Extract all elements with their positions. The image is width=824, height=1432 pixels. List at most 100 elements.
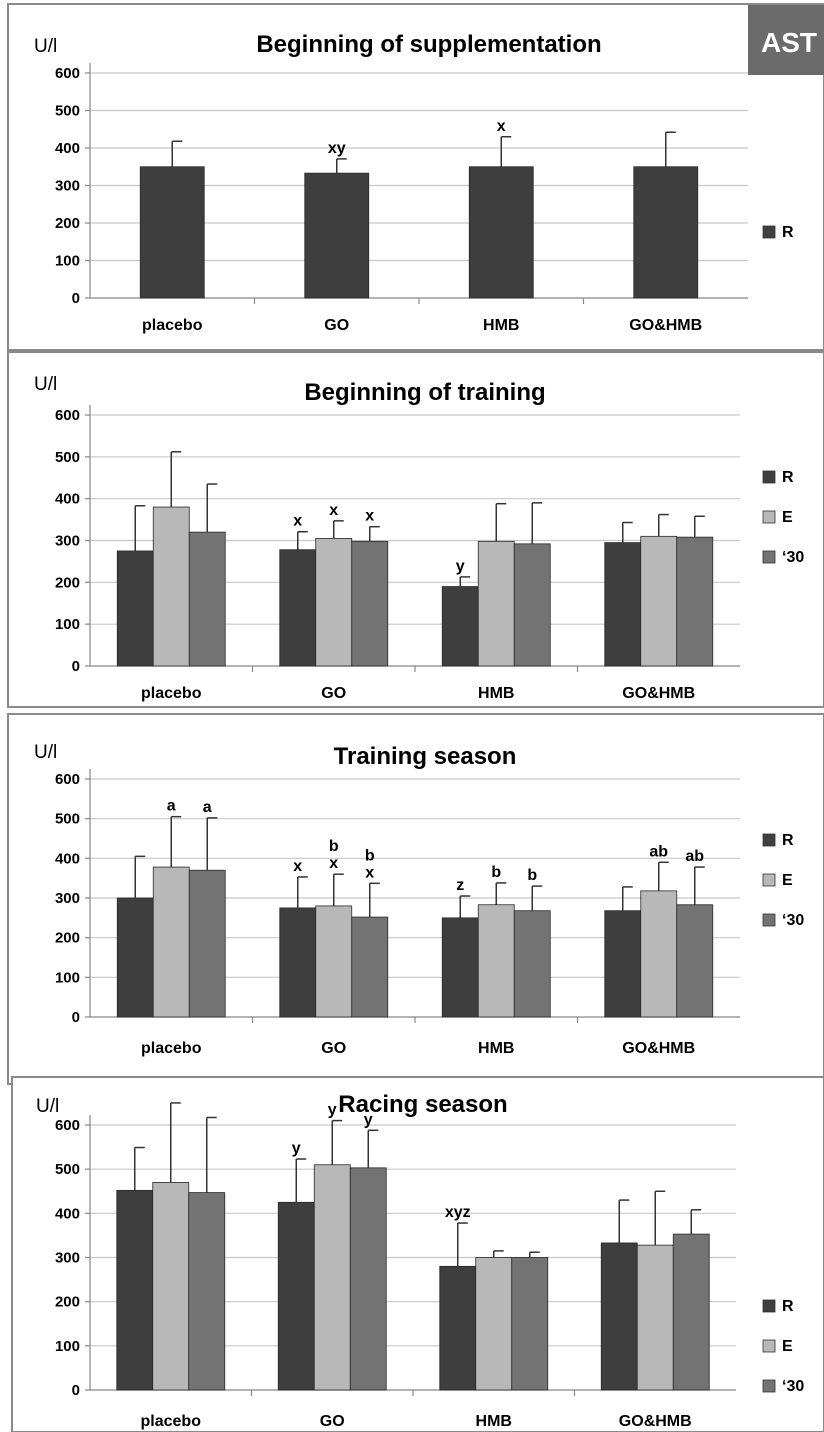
y-tick-label: 600 [55, 771, 80, 788]
y-tick-label: 400 [55, 1205, 80, 1222]
legend-label: R [782, 224, 794, 241]
chart-panel-3: 0 100 200 300 400 500 600 Training season U/l pla… [7, 713, 824, 1085]
x-tick-label: HMB [478, 1040, 514, 1057]
x-tick-label: GO [321, 685, 346, 702]
chart-panel-1: 0 100 200 300 400 500 600 Beginning of suppleme… [7, 3, 824, 351]
bar [315, 538, 353, 667]
legend-swatch [762, 1339, 776, 1353]
bar [672, 1233, 710, 1391]
ast-badge: AST [748, 5, 824, 75]
x-tick-label: GO&HMB [622, 1040, 695, 1057]
x-tick-label: GO [324, 317, 349, 334]
legend-swatch [762, 1299, 776, 1313]
y-tick-label: 200 [55, 1294, 80, 1311]
significance-label: y [364, 1111, 373, 1128]
legend-swatch [762, 873, 776, 887]
significance-label: x [497, 118, 506, 135]
bar [304, 172, 370, 299]
x-tick-label: placebo [141, 685, 202, 702]
y-tick-label: 100 [55, 1338, 80, 1355]
bar [188, 531, 226, 667]
legend-label: ‘30 [782, 549, 804, 566]
x-tick-label: placebo [142, 317, 203, 334]
y-tick-label: 100 [55, 253, 80, 270]
legend-label: ‘30 [782, 912, 804, 929]
significance-label: y [292, 1140, 301, 1157]
significance-label: a [167, 798, 176, 815]
y-tick-label: 100 [55, 969, 80, 986]
y-tick-label: 0 [72, 290, 80, 307]
legend-swatch [762, 913, 776, 927]
significance-label: ab [685, 848, 704, 865]
chart-title: Beginning of training [304, 379, 545, 406]
bar [188, 869, 226, 1018]
y-tick-label: 0 [72, 658, 80, 675]
y-tick-label: 500 [55, 1161, 80, 1178]
bar [277, 1201, 315, 1391]
chart-title: Training season [334, 743, 517, 770]
bar [152, 506, 190, 667]
y-tick-label: 400 [55, 491, 80, 508]
chart-panel-4: 0 100 200 300 400 500 600 Racing season U/l place… [11, 1076, 824, 1432]
significance-label: b [329, 838, 339, 855]
y-tick-label: 600 [55, 1117, 80, 1134]
bar [152, 866, 190, 1018]
y-tick-label: 400 [55, 140, 80, 157]
y-tick-label: 600 [55, 407, 80, 424]
significance-label: b [527, 867, 537, 884]
chart-title: Racing season [338, 1091, 507, 1118]
significance-label: y [328, 1102, 337, 1119]
y-tick-label: 500 [55, 103, 80, 120]
badge-background [748, 5, 824, 75]
significance-label: x [329, 502, 338, 519]
y-tick-label: 200 [55, 930, 80, 947]
significance-label: x [365, 864, 374, 881]
bar [600, 1242, 638, 1391]
bar [640, 890, 678, 1018]
bar [116, 897, 154, 1018]
bar [477, 540, 515, 667]
x-tick-label: placebo [141, 1040, 202, 1057]
legend-label: E [782, 509, 793, 526]
legend-label: R [782, 1298, 794, 1315]
bar [116, 550, 154, 667]
bar [313, 1164, 351, 1391]
significance-label: xy [328, 140, 346, 157]
y-tick-label: 300 [55, 178, 80, 195]
significance-label: z [456, 877, 464, 894]
bar [633, 166, 699, 299]
bar [513, 543, 551, 667]
significance-label: ab [649, 843, 668, 860]
x-tick-label: GO&HMB [619, 1413, 692, 1430]
significance-label: x [293, 513, 302, 530]
legend-swatch [762, 550, 776, 564]
y-axis-unit: U/l [34, 374, 57, 395]
bar [152, 1182, 190, 1391]
legend-swatch [762, 833, 776, 847]
x-tick-label: GO [321, 1040, 346, 1057]
bar [315, 905, 353, 1018]
bar [676, 536, 714, 667]
y-tick-label: 300 [55, 890, 80, 907]
bar [188, 1192, 226, 1391]
bar [351, 916, 389, 1018]
y-axis-unit: U/l [34, 742, 57, 763]
y-tick-label: 300 [55, 1250, 80, 1267]
chart-title: Beginning of supplementation [256, 31, 601, 58]
x-tick-label: HMB [478, 685, 514, 702]
bar [139, 166, 205, 299]
bar [441, 586, 479, 667]
legend-label: E [782, 1338, 793, 1355]
x-tick-label: placebo [141, 1413, 202, 1430]
bar [636, 1244, 674, 1391]
x-tick-label: HMB [476, 1413, 512, 1430]
legend-swatch [762, 1379, 776, 1393]
chart-panel-2: 0 100 200 300 400 500 600 Beginning of training… [7, 351, 824, 708]
y-tick-label: 600 [55, 65, 80, 82]
y-tick-label: 0 [72, 1382, 80, 1399]
y-tick-label: 200 [55, 574, 80, 591]
y-tick-label: 400 [55, 850, 80, 867]
significance-label: x [329, 855, 338, 872]
significance-label: b [491, 864, 501, 881]
